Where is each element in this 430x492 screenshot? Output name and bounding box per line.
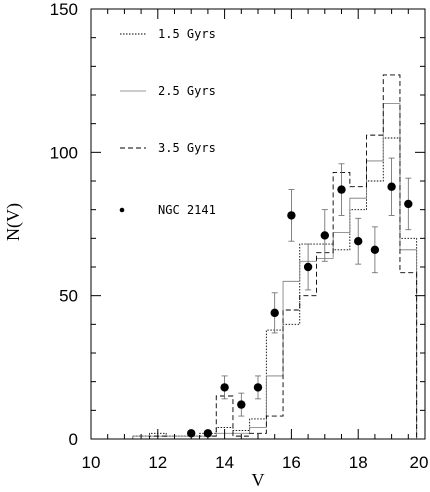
x-tick-label: 10 [82, 453, 101, 472]
x-axis-label: V [252, 470, 265, 490]
data-point [404, 199, 413, 209]
y-tick-label: 50 [59, 287, 78, 306]
data-point [253, 383, 263, 392]
data-point [337, 185, 346, 194]
data-point [370, 245, 380, 254]
model-histograms [132, 74, 418, 440]
legend: 1.5 Gyrs 2.5 Gyrs 3.5 Gyrs NGC 2141 [119, 27, 216, 217]
y-tick-label: 100 [50, 143, 78, 162]
legend-label-ngc-2141: NGC 2141 [158, 203, 216, 217]
tick-labels: 10 12 14 16 18 20 0 50 100 150 [50, 0, 429, 472]
x-tick-label: 12 [148, 453, 167, 472]
x-tick-label: 16 [282, 453, 301, 472]
legend-label-2-5-gyrs: 2.5 Gyrs [158, 84, 216, 98]
data-point [354, 237, 363, 246]
x-tick-label: 18 [349, 453, 368, 472]
data-point [203, 429, 213, 438]
legend-label-1-5-gyrs: 1.5 Gyrs [158, 27, 216, 41]
histogram-3-5-gyrs [132, 74, 418, 440]
data-point [387, 182, 396, 191]
data-point [320, 231, 329, 240]
y-tick-label: 150 [50, 0, 78, 19]
data-point [237, 400, 246, 409]
legend-label-3-5-gyrs: 3.5 Gyrs [158, 141, 216, 155]
legend-marker-ngc-2141 [119, 207, 125, 213]
axis-ticks [90, 8, 426, 440]
x-tick-label: 20 [410, 453, 429, 472]
plot-frame [90, 8, 426, 440]
y-axis-label: N(V) [3, 203, 24, 241]
data-point [187, 429, 196, 438]
y-tick-label: 0 [69, 430, 78, 449]
histogram-1-5-gyrs [132, 137, 418, 439]
x-tick-label: 14 [215, 453, 234, 472]
ngc2141-data-points [187, 157, 413, 438]
plot-border [90, 8, 426, 440]
data-point [220, 383, 229, 392]
data-point [287, 211, 296, 220]
data-point [270, 308, 279, 318]
data-point [303, 262, 313, 272]
